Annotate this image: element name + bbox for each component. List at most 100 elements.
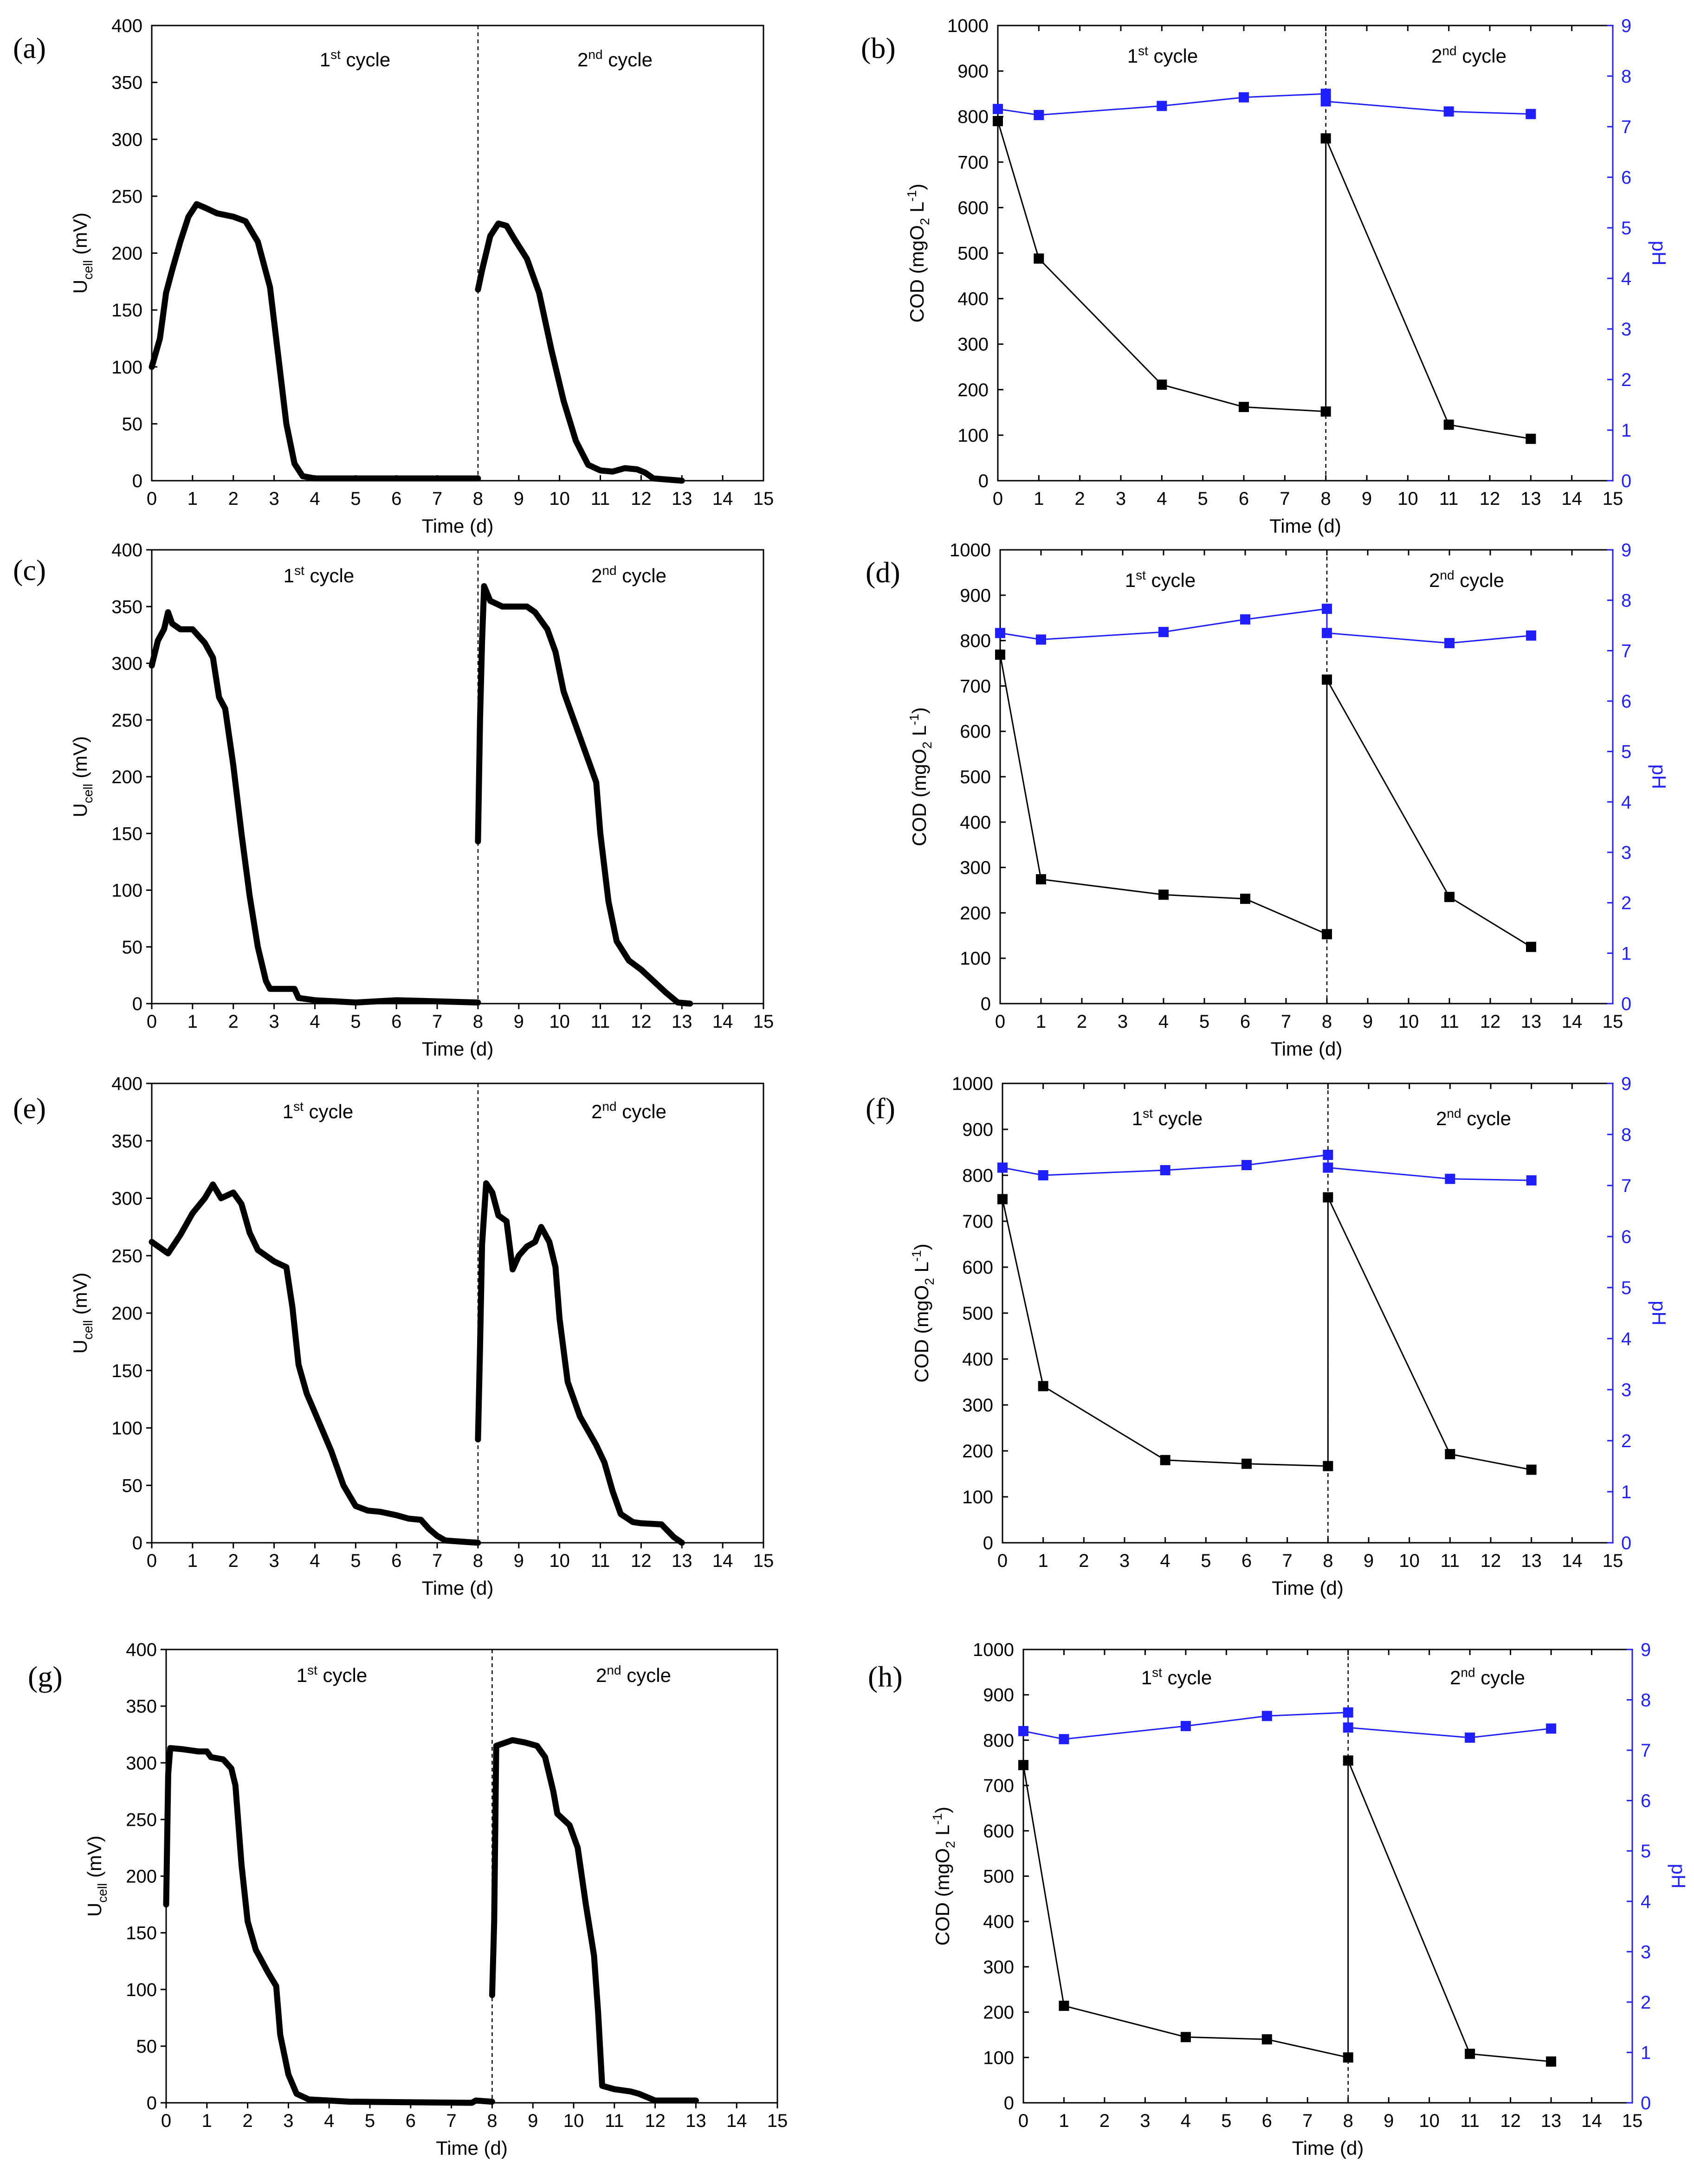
x-tick-label: 6 <box>1239 489 1249 509</box>
cycle-2-label: 2nd cycle <box>1431 44 1506 67</box>
voltage-series-cycle1 <box>149 1181 481 1546</box>
x-tick-label: 4 <box>1181 2111 1191 2131</box>
cod-point <box>1180 2032 1191 2042</box>
y-tick-label: 300 <box>983 1957 1014 1978</box>
ph-tick-label: 5 <box>1641 1841 1651 1862</box>
y-tick-label: 300 <box>111 1189 142 1209</box>
y-tick-label: 600 <box>957 198 989 218</box>
cycle-2-label: 2nd cycle <box>596 1663 671 1686</box>
cycle-1-label: 1st cycle <box>297 1663 368 1686</box>
cod-point <box>1444 892 1455 902</box>
x-tick-label: 8 <box>1323 1551 1333 1571</box>
ph-point <box>1323 1150 1333 1160</box>
x-tick-label: 15 <box>1622 2111 1643 2131</box>
ph-point <box>1059 1734 1069 1745</box>
x-tick-label: 0 <box>147 1551 157 1571</box>
panel-f: 0 1 2 3 4 5 6 7 8 9 10 11 12 13 14 15010020030040050060… <box>866 1074 1670 1599</box>
x-tick-label: 14 <box>712 1011 733 1032</box>
y-tick-label: 100 <box>960 948 991 969</box>
x-axis-title: Time (d) <box>1269 515 1341 537</box>
x-tick-label: 12 <box>631 1551 652 1571</box>
x-tick-label: 11 <box>1460 2111 1480 2131</box>
y-tick-label: 50 <box>136 2036 157 2057</box>
ph-point <box>1157 101 1167 111</box>
panel-a: 0 1 2 3 4 5 6 7 8 9 10 11 12 13 14 15050100150200250300… <box>13 16 774 537</box>
panel-h: 0 1 2 3 4 5 6 7 8 9 10 11 12 13 14 15010020030040050060… <box>868 1640 1689 2159</box>
ph-point <box>1180 1721 1191 1732</box>
x-tick-label: 12 <box>1481 1551 1501 1571</box>
x-tick-label: 2 <box>242 2111 252 2131</box>
x-tick-label: 13 <box>672 1551 692 1571</box>
ph-series-line <box>1002 1154 1532 1181</box>
x-tick-label: 2 <box>228 489 239 509</box>
x-tick-label: 15 <box>753 1011 774 1032</box>
cod-point <box>1443 419 1454 430</box>
y-tick-label: 100 <box>126 1980 157 2000</box>
y-tick-label: 700 <box>983 1776 1014 1796</box>
voltage-series-cycle2 <box>475 220 685 484</box>
y-tick-label: 250 <box>111 187 142 207</box>
y-tick-label: 500 <box>960 767 991 787</box>
x-tick-label: 14 <box>712 489 733 509</box>
x-tick-label: 9 <box>1384 2111 1394 2131</box>
ph-tick-label: 4 <box>1621 792 1631 812</box>
x-tick-label: 8 <box>1343 2111 1353 2131</box>
y-tick-label: 900 <box>983 1685 1014 1706</box>
cod-point <box>1546 2056 1557 2067</box>
y-tick-label: 700 <box>962 1211 993 1232</box>
plot-frame <box>1022 1649 1633 2104</box>
ph-tick-label: 0 <box>1621 994 1631 1014</box>
y-tick-label: 400 <box>960 812 991 833</box>
ph-tick-label: 9 <box>1621 1074 1631 1094</box>
x-tick-label: 1 <box>1034 489 1044 509</box>
x-tick-label: 10 <box>549 1011 570 1032</box>
y-tick-label: 0 <box>983 1533 993 1553</box>
x-tick-label: 9 <box>528 2111 538 2131</box>
x-tick-label: 6 <box>391 1551 401 1571</box>
y-tick-label: 50 <box>122 937 143 958</box>
voltage-series-cycle2 <box>489 1737 699 2104</box>
cod-point <box>1320 133 1331 144</box>
y-tick-label: 0 <box>132 994 142 1014</box>
y-tick-label: 50 <box>122 1475 143 1496</box>
y-tick-label: 1000 <box>947 16 989 36</box>
ph-point <box>995 628 1005 638</box>
x-tick-label: 3 <box>269 1551 279 1571</box>
x-tick-label: 5 <box>350 1011 361 1032</box>
x-tick-label: 10 <box>563 2111 584 2131</box>
ph-tick-label: 3 <box>1621 319 1631 340</box>
x-tick-label: 7 <box>1282 1551 1293 1571</box>
cycle-2-label: 2nd cycle <box>577 47 653 71</box>
x-tick-label: 14 <box>1562 1011 1583 1032</box>
cod-point <box>1343 2052 1353 2063</box>
panel-letter: (g) <box>28 1660 63 1693</box>
cycle-2-label: 2nd cycle <box>1429 568 1504 591</box>
x-tick-label: 8 <box>473 1551 483 1571</box>
x-tick-label: 10 <box>1398 1011 1419 1032</box>
ph-tick-label: 9 <box>1621 16 1631 36</box>
cod-point <box>1322 674 1332 685</box>
panel-letter: (f) <box>866 1092 895 1125</box>
y-tick-label: 0 <box>132 471 142 491</box>
panel-b: 0 1 2 3 4 5 6 7 8 9 10 11 12 13 14 15010020030040050060… <box>861 16 1670 537</box>
x-tick-label: 13 <box>672 1011 692 1032</box>
ph-series-line <box>997 93 1531 116</box>
ph-tick-label: 4 <box>1621 1329 1631 1349</box>
cycle-1-label: 1st cycle <box>283 1099 354 1122</box>
y-tick-label: 300 <box>111 654 142 674</box>
y-tick-label: 800 <box>962 1166 993 1186</box>
y-axis-title: Ucell (mV) <box>84 1836 110 1917</box>
x-tick-label: 1 <box>1059 2111 1069 2131</box>
ph-tick-label: 6 <box>1641 1791 1651 1811</box>
x-tick-label: 7 <box>446 2111 456 2131</box>
x-tick-label: 11 <box>1441 1551 1460 1571</box>
x-tick-label: 11 <box>1440 1011 1459 1032</box>
x-tick-label: 4 <box>1157 489 1167 509</box>
x-tick-label: 6 <box>391 489 401 509</box>
x-tick-label: 1 <box>1038 1551 1048 1571</box>
y-tick-label: 400 <box>983 1912 1014 1932</box>
ph-axis-title: pH <box>1648 1301 1670 1326</box>
y-tick-label: 100 <box>957 425 989 446</box>
ph-tick-label: 8 <box>1621 1125 1631 1145</box>
ph-tick-label: 6 <box>1621 1227 1631 1247</box>
